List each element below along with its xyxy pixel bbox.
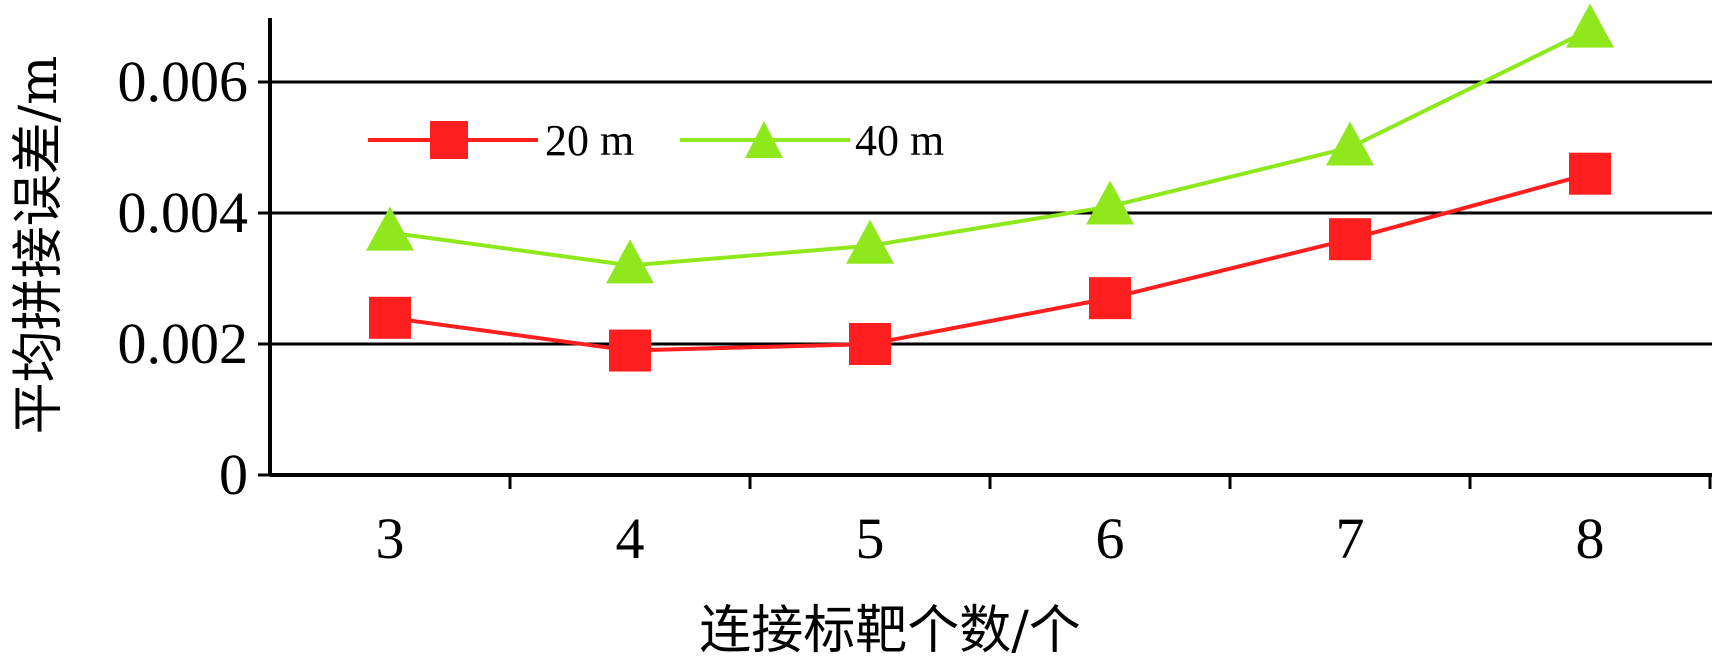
axes [258,18,1712,489]
grid-lines [270,80,1712,346]
data-point-square-1 [609,329,651,372]
legend-item-20m: 20 m [368,116,634,165]
legend-marker-square [430,121,468,159]
data-point-square-4 [1329,218,1371,261]
y-axis-title: 平均拼接误差/m [9,56,69,435]
y-tick-labels: 0 0.002 0.004 0.006 [118,49,249,507]
x-axis-title: 连接标靶个数/个 [699,601,1081,659]
data-point-triangle-2 [846,219,894,264]
y-tick-label-3: 0.006 [118,49,249,114]
data-point-square-0 [369,296,411,339]
series-line-1 [389,27,1591,268]
data-point-square-5 [1569,152,1611,195]
series-1 [366,3,1614,284]
data-point-triangle-4 [1326,121,1374,166]
x-tick-label-5: 5 [856,506,885,571]
data-point-triangle-1 [606,239,654,284]
legend-marker-triangle [745,121,783,158]
legend: 20 m 40 m [368,116,944,165]
series-line-0 [389,171,1591,353]
legend-label-20m: 20 m [545,116,634,165]
legend-label-40m: 40 m [855,116,944,165]
data-point-triangle-0 [366,206,414,251]
series [366,3,1614,372]
y-tick-label-1: 0.002 [118,311,249,376]
x-tick-label-6: 6 [1096,506,1125,571]
data-point-triangle-5 [1566,3,1614,48]
data-point-square-3 [1089,277,1131,320]
y-tick-label-0: 0 [219,442,248,507]
x-tick-label-8: 8 [1576,506,1605,571]
y-tick-label-2: 0.004 [118,180,249,245]
x-tick-label-3: 3 [376,506,405,571]
x-tick-labels: 3 4 5 6 7 8 [376,506,1605,571]
x-tick-label-4: 4 [616,506,645,571]
legend-item-40m: 40 m [680,116,944,165]
data-point-triangle-3 [1086,180,1134,225]
x-tick-label-7: 7 [1336,506,1365,571]
series-0 [369,152,1611,372]
data-point-square-2 [849,323,891,365]
